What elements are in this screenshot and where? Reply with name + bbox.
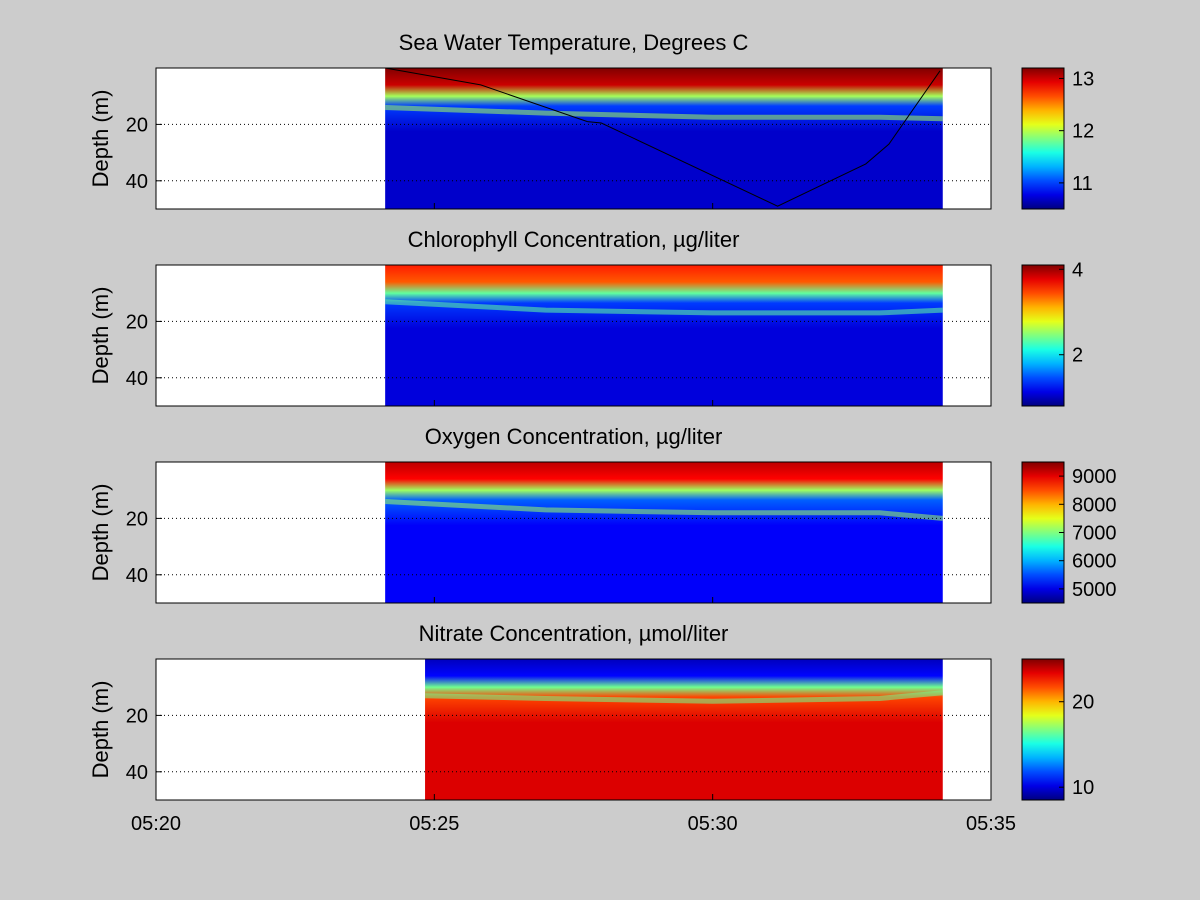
y-axis-label: Depth (m) — [88, 90, 113, 188]
y-tick-label: 40 — [126, 565, 148, 587]
colorbar — [1021, 461, 1065, 604]
instrument-track — [385, 67, 941, 207]
y-tick-label: 40 — [126, 171, 148, 193]
heatmap-field — [385, 265, 943, 406]
colorbar-tick-label: 6000 — [1072, 551, 1117, 573]
x-tick-label: 05:35 — [966, 813, 1016, 835]
y-tick-label: 20 — [126, 508, 148, 530]
heatmap-field — [385, 68, 943, 209]
colorbar-tick-label: 13 — [1072, 68, 1094, 90]
panel-3: Nitrate Concentration, µmol/liter 20 40 Dep… — [88, 621, 1094, 801]
x-tick-label: 05:30 — [688, 813, 738, 835]
colorbar-tick-label: 12 — [1072, 121, 1094, 143]
x-tick-label: 05:25 — [409, 813, 459, 835]
axes-frame — [155, 658, 992, 801]
panel-title: Chlorophyll Concentration, µg/liter — [408, 227, 740, 252]
transition-band — [385, 105, 943, 122]
transition-band — [425, 690, 944, 704]
colorbar — [1021, 264, 1065, 407]
panel-title: Nitrate Concentration, µmol/liter — [419, 621, 729, 646]
axes-frame — [155, 67, 992, 210]
panel-0: Sea Water Temperature, Degrees C 20 40 Dept… — [88, 30, 1094, 210]
colorbar — [1021, 67, 1065, 210]
heatmap-field — [425, 659, 943, 800]
colorbar-tick-label: 5000 — [1072, 579, 1117, 601]
colorbar — [1021, 658, 1065, 801]
panel-1: Chlorophyll Concentration, µg/liter 20 40 D… — [88, 227, 1083, 407]
panel-title: Sea Water Temperature, Degrees C — [399, 30, 749, 55]
y-tick-label: 40 — [126, 368, 148, 390]
panel-2: Oxygen Concentration, µg/liter 20 40 Depth … — [88, 424, 1117, 604]
colorbar-tick-label: 7000 — [1072, 523, 1117, 545]
y-tick-label: 20 — [126, 705, 148, 727]
colorbar-tick-label: 20 — [1072, 692, 1094, 714]
axes-frame — [155, 461, 992, 604]
transition-band — [385, 299, 943, 316]
x-tick-label: 05:20 — [131, 813, 181, 835]
y-tick-label: 40 — [126, 762, 148, 784]
axes-frame — [155, 264, 992, 407]
heatmap-field — [385, 462, 943, 603]
colorbar-tick-label: 9000 — [1072, 466, 1117, 488]
colorbar-tick-label: 10 — [1072, 777, 1094, 799]
y-tick-label: 20 — [126, 114, 148, 136]
colorbar-tick-label: 2 — [1072, 345, 1083, 367]
panel-title: Oxygen Concentration, µg/liter — [425, 424, 723, 449]
y-tick-label: 20 — [126, 311, 148, 333]
y-axis-label: Depth (m) — [88, 681, 113, 779]
colorbar-tick-label: 8000 — [1072, 494, 1117, 516]
colorbar-tick-label: 11 — [1072, 173, 1093, 195]
y-axis-label: Depth (m) — [88, 484, 113, 582]
colorbar-tick-label: 4 — [1072, 259, 1083, 281]
y-axis-label: Depth (m) — [88, 287, 113, 385]
transition-band — [385, 499, 944, 521]
